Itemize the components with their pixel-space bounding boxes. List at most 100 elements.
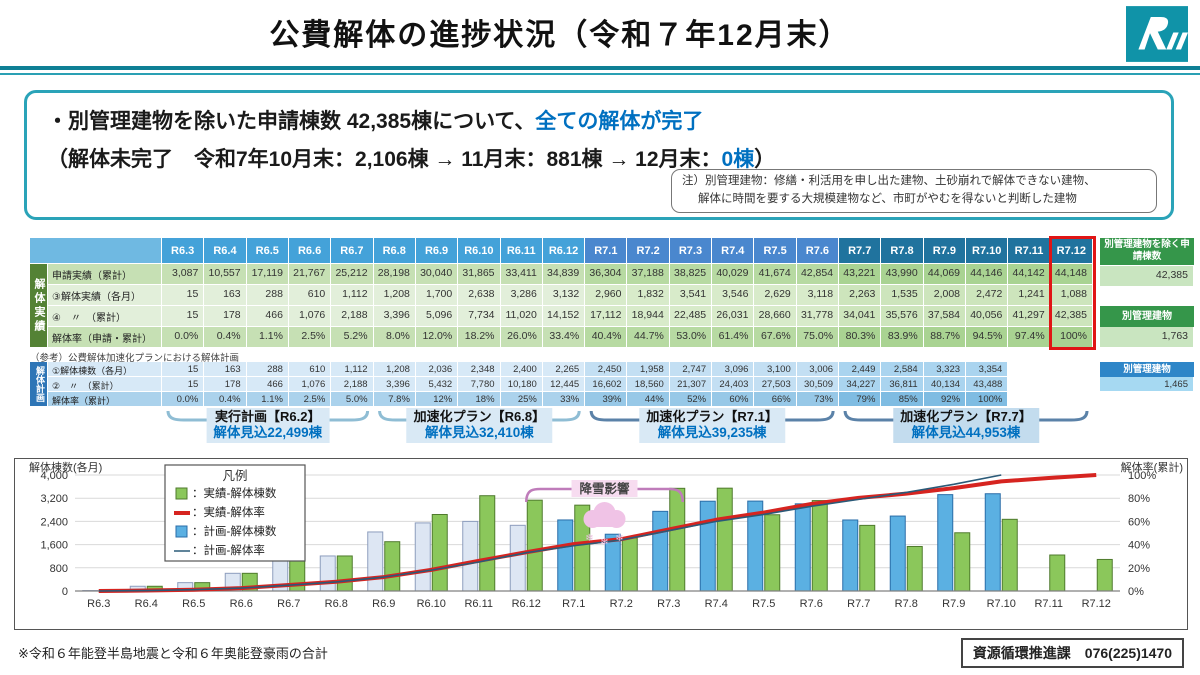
table-cell: 1,241 bbox=[1008, 285, 1051, 306]
table-cell: 1,076 bbox=[288, 306, 332, 327]
plan-brace-label-2: 加速化プラン【R6.8】 解体見込32,410棟 bbox=[406, 408, 553, 444]
plan-brace-label-1: 実行計画【R6.2】 解体見込22,499棟 bbox=[206, 408, 330, 444]
legend-marker-1 bbox=[175, 487, 188, 500]
section-label-actual: 解体実績 bbox=[30, 264, 48, 348]
x-axis-tick: R6.3 bbox=[87, 598, 110, 610]
bar-plan-R6.9 bbox=[367, 531, 384, 592]
table-cell: 35,576 bbox=[881, 306, 924, 327]
line-plan-rate bbox=[98, 474, 1002, 592]
table-cell: 1,700 bbox=[415, 285, 459, 306]
legend-title: 凡例 bbox=[222, 469, 247, 483]
table-cell: 75.0% bbox=[796, 327, 840, 348]
column-header-R6.9: R6.9 bbox=[415, 238, 459, 264]
table-cell: 26.0% bbox=[500, 327, 543, 348]
bar-actual-R7.2 bbox=[621, 537, 638, 592]
row-label: ④ 〃 （累計） bbox=[48, 306, 162, 327]
table-cell: 18% bbox=[458, 392, 501, 407]
contact-box: 資源循環推進課 076(225)1470 bbox=[960, 638, 1184, 668]
title-divider-bottom bbox=[0, 73, 1200, 75]
table-cell: 34,839 bbox=[542, 264, 586, 285]
table-cell: 2,348 bbox=[458, 362, 501, 377]
table-cell: 7,734 bbox=[458, 306, 501, 327]
table-cell: 2,263 bbox=[839, 285, 882, 306]
y-axis-tick-left: 3,200 bbox=[40, 493, 68, 505]
row-label: ② 〃 （累計） bbox=[48, 377, 162, 392]
table-cell: 610 bbox=[288, 362, 332, 377]
table-cell: 178 bbox=[204, 377, 247, 392]
table-cell: 43,488 bbox=[966, 377, 1009, 392]
column-header-R6.3: R6.3 bbox=[162, 238, 205, 264]
column-header-R6.11: R6.11 bbox=[500, 238, 543, 264]
bar-plan-R7.7 bbox=[842, 519, 859, 592]
table-cell: 44,069 bbox=[923, 264, 967, 285]
table-cell: 44,148 bbox=[1050, 264, 1093, 285]
table-cell: 79% bbox=[839, 392, 882, 407]
table-cell: 15 bbox=[162, 377, 205, 392]
column-header-R7.7: R7.7 bbox=[839, 238, 882, 264]
snow-annotation-label: 降雪影響 bbox=[579, 481, 630, 496]
table-cell: 28,198 bbox=[373, 264, 416, 285]
x-axis-tick: R7.3 bbox=[657, 598, 680, 610]
table-cell: 5.0% bbox=[331, 392, 374, 407]
plan-braces: 実行計画【R6.2】 解体見込22,499棟 加速化プラン【R6.8】 解体見込32,… bbox=[30, 406, 1093, 456]
table-cell: 18,944 bbox=[627, 306, 670, 327]
table-cell: 3,546 bbox=[712, 285, 755, 306]
table-cell: 38,825 bbox=[669, 264, 713, 285]
y-axis-tick-right: 100% bbox=[1128, 470, 1156, 482]
table-cell: 85% bbox=[881, 392, 924, 407]
table-cell: 5,432 bbox=[415, 377, 459, 392]
table-cell: 3,286 bbox=[500, 285, 543, 306]
table-cell: 37,584 bbox=[923, 306, 967, 327]
column-header-R6.4: R6.4 bbox=[204, 238, 247, 264]
bar-actual-R6.9 bbox=[384, 541, 401, 592]
plan-name: 加速化プラン【R7.1】 bbox=[646, 409, 778, 424]
table-cell: 2,584 bbox=[881, 362, 924, 377]
table-cell: 3,323 bbox=[923, 362, 967, 377]
x-axis-tick: R6.11 bbox=[464, 598, 493, 610]
table-cell bbox=[1050, 362, 1093, 377]
table-cell: 1,112 bbox=[331, 362, 374, 377]
table-cell: 178 bbox=[204, 306, 247, 327]
y-axis-tick-left: 2,400 bbox=[40, 516, 68, 528]
table-cell: 44,146 bbox=[966, 264, 1009, 285]
column-header-R6.12: R6.12 bbox=[542, 238, 586, 264]
table-cell: 33,411 bbox=[500, 264, 543, 285]
column-header-R6.6: R6.6 bbox=[288, 238, 332, 264]
table-cell: 92% bbox=[923, 392, 967, 407]
table-cell: 37,188 bbox=[627, 264, 670, 285]
plan-forecast: 解体見込22,499棟 bbox=[213, 425, 323, 441]
x-axis-tick: R7.4 bbox=[705, 598, 728, 610]
bar-plan-R7.4 bbox=[699, 500, 716, 592]
bar-plan-R7.1 bbox=[557, 519, 574, 592]
table-cell: 40,029 bbox=[712, 264, 755, 285]
row-label: ③解体実績（各月） bbox=[48, 285, 162, 306]
table-cell: 163 bbox=[204, 285, 247, 306]
table-cell: 25% bbox=[500, 392, 543, 407]
summary-line1: ・別管理建物を除いた申請棟数 42,385棟について、全ての解体が完了 bbox=[47, 105, 703, 135]
table-cell: 2,036 bbox=[415, 362, 459, 377]
table-cell: 33.4% bbox=[542, 327, 586, 348]
table-cell: 30,509 bbox=[796, 377, 840, 392]
table-cell: 5.2% bbox=[331, 327, 374, 348]
table-cell bbox=[1008, 377, 1051, 392]
x-axis-tick: R7.5 bbox=[752, 598, 775, 610]
table-cell: 2,188 bbox=[331, 377, 374, 392]
table-cell: 66% bbox=[754, 392, 797, 407]
table-cell: 12,445 bbox=[542, 377, 586, 392]
y-axis-title-right: 解体率(累計) bbox=[1121, 460, 1183, 474]
note-line1: 注）別管理建物：修繕・利活用を申し出た建物、土砂崩れで解体できない建物、 bbox=[682, 175, 1096, 187]
bar-actual-R6.12 bbox=[526, 499, 543, 592]
table-cell: 2,188 bbox=[331, 306, 374, 327]
table-cell: 15 bbox=[162, 362, 205, 377]
table-cell: 15 bbox=[162, 285, 205, 306]
bar-actual-R6.10 bbox=[431, 513, 448, 592]
table-cell bbox=[1050, 377, 1093, 392]
table-cell: 31,865 bbox=[458, 264, 501, 285]
summary-line2-close: ） bbox=[754, 148, 776, 171]
table-cell: 30,040 bbox=[415, 264, 459, 285]
y-axis-tick-left: 4,000 bbox=[40, 470, 68, 482]
table-corner-cell bbox=[30, 238, 162, 264]
x-axis-tick: R7.9 bbox=[942, 598, 965, 610]
table-cell: 88.7% bbox=[923, 327, 967, 348]
table-cell: 60% bbox=[712, 392, 755, 407]
